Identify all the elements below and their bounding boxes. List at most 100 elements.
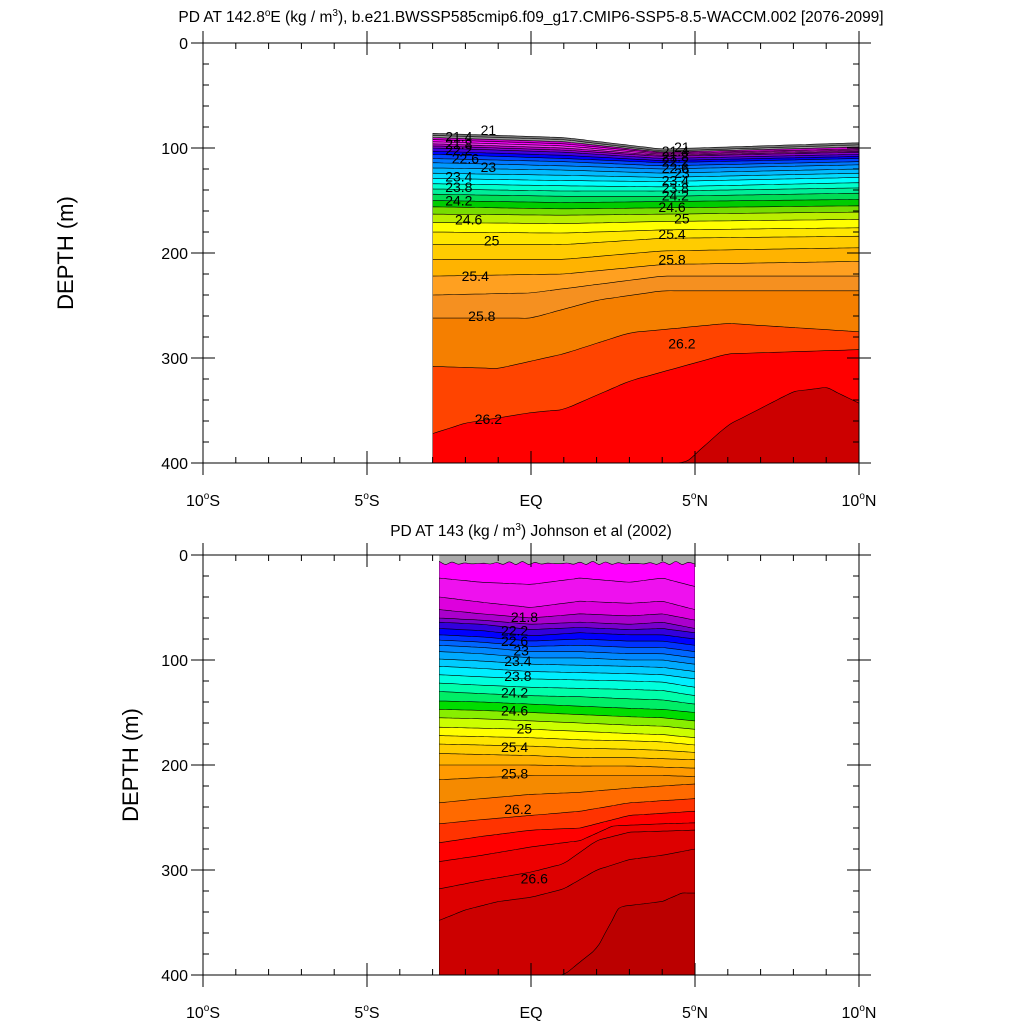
y-tick-label: 0 [179, 548, 188, 565]
y-tick-label: 400 [161, 456, 188, 473]
x-tick-label: 5oS [354, 491, 379, 510]
title-part: E (kg / m [270, 9, 332, 26]
contour-label: 21.4 [662, 143, 689, 159]
contour-label: 23.8 [504, 668, 531, 684]
contour-label: 24.6 [501, 702, 528, 718]
y-tick-label: 200 [161, 246, 188, 263]
y-axis-label: DEPTH (m) [118, 708, 143, 822]
contour-label: 21.4 [445, 128, 472, 144]
contour-label: 25.4 [462, 268, 489, 284]
x-tick-value: 10 [186, 493, 204, 510]
x-tick-label: 5oS [354, 1003, 379, 1022]
hemisphere-suffix: N [865, 493, 877, 510]
hemisphere-suffix: S [369, 1005, 380, 1022]
x-tick-value: 5 [682, 493, 691, 510]
contour-label: 23 [481, 159, 497, 175]
y-tick-label: 100 [161, 653, 188, 670]
contour-label: 25.4 [658, 226, 685, 242]
x-tick-value: 5 [354, 493, 363, 510]
hemisphere-suffix: N [696, 493, 708, 510]
hemisphere-suffix: N [696, 1005, 708, 1022]
contour-label: 24.2 [501, 685, 528, 701]
title-part: PD AT 143 (kg / m [390, 523, 515, 540]
contour-label: 23.4 [504, 653, 531, 669]
contour-label: 25.4 [501, 739, 528, 755]
contour-label: 23.8 [445, 179, 472, 195]
degree-mark: o [265, 8, 271, 19]
degree-mark: o [859, 491, 865, 502]
contour-label: 24.6 [455, 211, 482, 227]
x-tick-value: 5 [682, 1005, 691, 1022]
contour-label: 24.6 [658, 199, 685, 215]
contour-fills [439, 555, 695, 975]
x-tick-label: 10oN [842, 491, 877, 510]
y-tick-label: 0 [179, 36, 188, 53]
contour-band-27-2 [439, 892, 695, 975]
title-part: ), b.e21.BWSSP585cmip6.f09_g17.CMIP6-SSP… [338, 9, 884, 26]
hemisphere-suffix: S [369, 493, 380, 510]
degree-mark: o [691, 1003, 697, 1014]
x-tick-label: 5oN [682, 491, 708, 510]
contour-label: 23 [513, 643, 529, 659]
x-tick-label: 10oN [842, 1003, 877, 1022]
title-part: ) Johnson et al (2002) [521, 523, 672, 540]
contour-label: 22.2 [445, 142, 472, 158]
x-tick-value: EQ [519, 493, 542, 510]
contour-label: 22.6 [662, 160, 689, 176]
contour-label: 23.8 [662, 180, 689, 196]
contour-label: 21 [481, 122, 497, 138]
hemisphere-suffix: S [209, 493, 220, 510]
y-tick-label: 100 [161, 141, 188, 158]
x-tick-label: EQ [519, 1005, 542, 1022]
contour-label: 25.8 [501, 765, 528, 781]
x-tick-value: 10 [842, 493, 860, 510]
contour-label: 22.6 [501, 633, 528, 649]
x-tick-label: EQ [519, 493, 542, 510]
contour-fills [432, 132, 859, 463]
contour-label: 26.2 [668, 335, 695, 351]
degree-mark: o [363, 491, 369, 502]
hemisphere-suffix: N [865, 1005, 877, 1022]
contour-label: 26.6 [521, 870, 548, 886]
degree-mark: o [859, 1003, 865, 1014]
contour-label: 22.2 [501, 623, 528, 639]
contour-label: 21 [674, 139, 690, 155]
contour-label: 25 [517, 720, 533, 736]
major-ticks [191, 31, 871, 475]
contour-label: 25.8 [468, 308, 495, 324]
major-ticks [191, 543, 871, 987]
contour-label: 23 [674, 165, 690, 181]
chart-title: PD AT 143 (kg / m3) Johnson et al (2002) [390, 522, 672, 540]
x-tick-value: 10 [842, 1005, 860, 1022]
x-tick-label: 10oS [186, 1003, 220, 1022]
contour-label: 24.2 [662, 187, 689, 203]
contour-label: 25 [484, 232, 500, 248]
contour-label: 24.2 [445, 193, 472, 209]
x-tick-value: 5 [354, 1005, 363, 1022]
panel-1: 2121.421.822.222.62323.423.824.224.62525… [53, 8, 884, 510]
unit-superscript: 3 [515, 522, 521, 533]
contour-label: 25 [674, 210, 690, 226]
degree-mark: o [691, 491, 697, 502]
contour-label: 23.4 [445, 168, 472, 184]
y-axis-label: DEPTH (m) [53, 196, 78, 310]
y-tick-label: 400 [161, 968, 188, 985]
contour-band-26-6 [432, 387, 859, 463]
contour-label: 21.8 [662, 148, 689, 164]
contour-label: 22.2 [662, 154, 689, 170]
x-tick-value: EQ [519, 1005, 542, 1022]
y-tick-label: 200 [161, 758, 188, 775]
contour-label: 21.8 [445, 136, 472, 152]
y-tick-label: 300 [161, 863, 188, 880]
title-part: PD AT 142.8 [178, 9, 264, 26]
contour-label: 22.6 [452, 151, 479, 167]
y-tick-label: 300 [161, 351, 188, 368]
contour-label: 26.2 [475, 411, 502, 427]
unit-superscript: 3 [332, 8, 338, 19]
degree-mark: o [363, 1003, 369, 1014]
chart-title: PD AT 142.8oE (kg / m3), b.e21.BWSSP585c… [178, 8, 883, 26]
hemisphere-suffix: S [209, 1005, 220, 1022]
contour-label: 25.8 [658, 251, 685, 267]
